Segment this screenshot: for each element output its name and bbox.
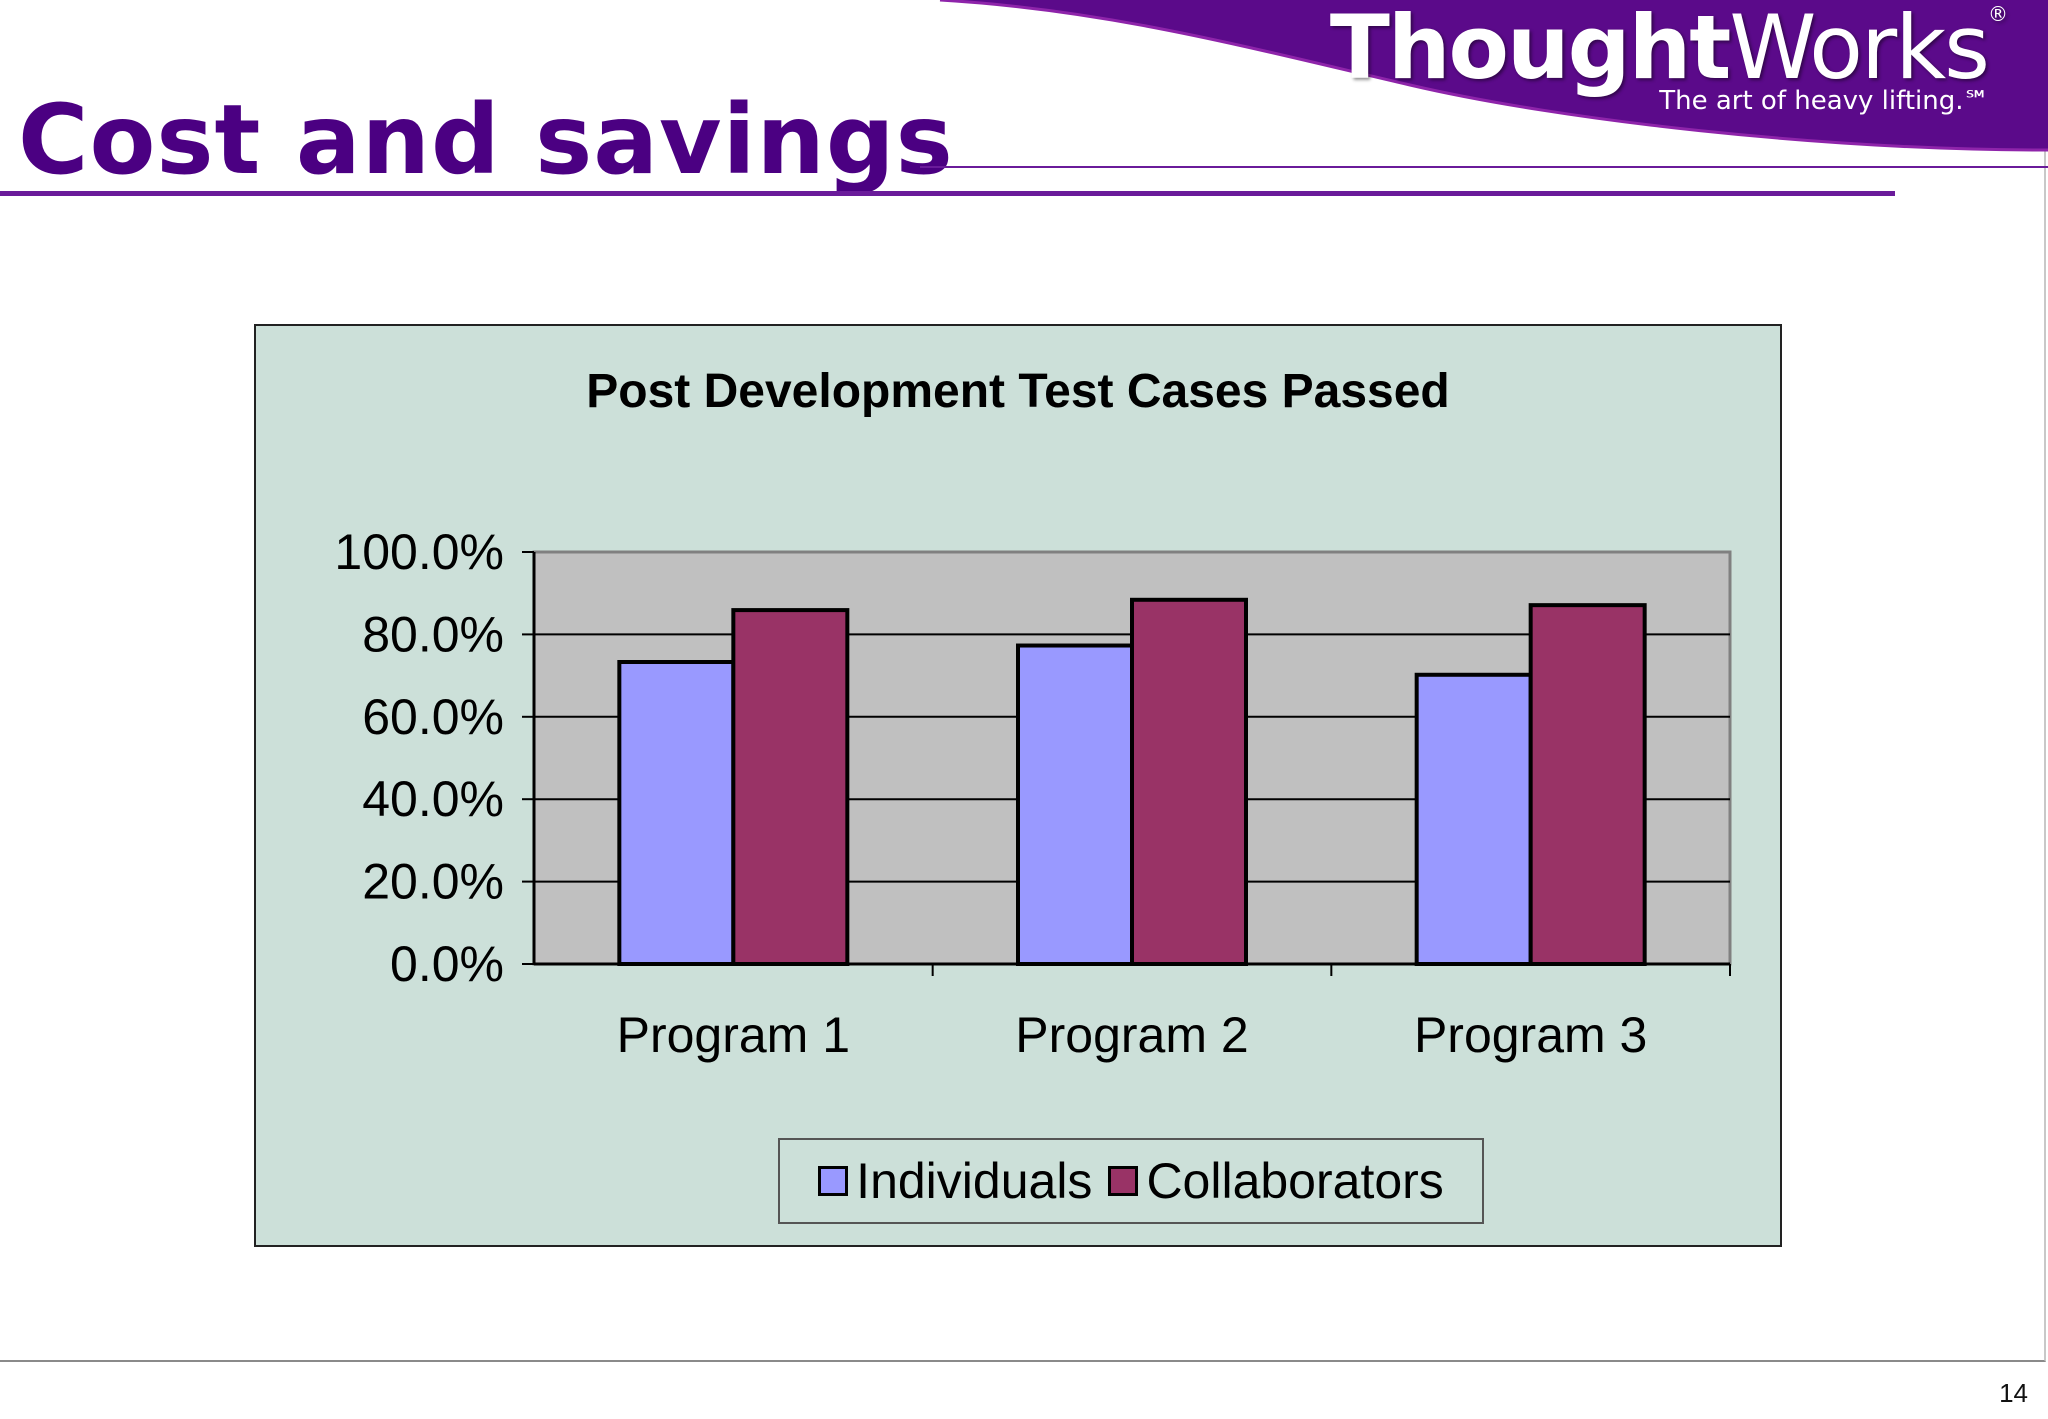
legend-label-individuals: Individuals <box>856 1153 1093 1209</box>
chart-container: Post Development Test Cases Passed 0.0% 2… <box>254 324 1782 1247</box>
header-swoosh <box>939 0 2048 152</box>
bar-collaborators-2 <box>1130 597 1248 966</box>
x-tick-label: Program 2 <box>1015 1007 1248 1063</box>
x-tick-label: Program 3 <box>1414 1007 1647 1063</box>
legend-label-collaborators: Collaborators <box>1146 1153 1444 1209</box>
title-underline-thin <box>920 166 2048 168</box>
chart-legend: Individuals Collaborators <box>778 1138 1484 1224</box>
chart-title: Post Development Test Cases Passed <box>586 365 1450 418</box>
legend-swatch-individuals <box>818 1166 849 1196</box>
thoughtworks-logo: ThoughtWorks® The art of heavy lifting.℠ <box>1330 2 2008 117</box>
legend-swatch-collaborators <box>1108 1166 1139 1196</box>
bar-collaborators-3 <box>1528 603 1647 966</box>
legend-item-individuals: Individuals <box>818 1152 1092 1210</box>
slide-frame <box>0 0 2046 1362</box>
bar-individuals-1 <box>617 660 736 966</box>
bar-individuals-3 <box>1414 672 1533 966</box>
y-tick-label: 80.0% <box>362 606 504 662</box>
title-underline <box>0 191 1895 196</box>
y-tick-label: 40.0% <box>362 771 504 827</box>
logo-wordmark: ThoughtWorks® <box>1330 2 2008 92</box>
logo-registered-mark: ® <box>1988 2 2008 26</box>
bar-chart: 0.0% 20.0% 40.0% 60.0% 80.0% 100.0% Program 1 P… <box>334 524 1732 1063</box>
y-tick-label: 20.0% <box>362 854 504 910</box>
logo-word-bold: Thought <box>1329 0 1731 99</box>
logo-word-regular: Works <box>1729 0 1990 99</box>
x-tick-label: Program 1 <box>617 1007 850 1063</box>
bar-individuals-2 <box>1016 643 1134 966</box>
legend-item-collaborators: Collaborators <box>1108 1152 1444 1210</box>
y-tick-label: 60.0% <box>362 689 504 745</box>
logo-tagline: The art of heavy lifting.℠ <box>1659 86 1990 116</box>
y-tick-label: 0.0% <box>390 936 504 992</box>
y-tick-label: 100.0% <box>334 524 504 580</box>
page-number: 14 <box>1999 1378 2028 1408</box>
bar-collaborators-1 <box>731 608 850 966</box>
slide-title: Cost and savings <box>18 84 954 196</box>
